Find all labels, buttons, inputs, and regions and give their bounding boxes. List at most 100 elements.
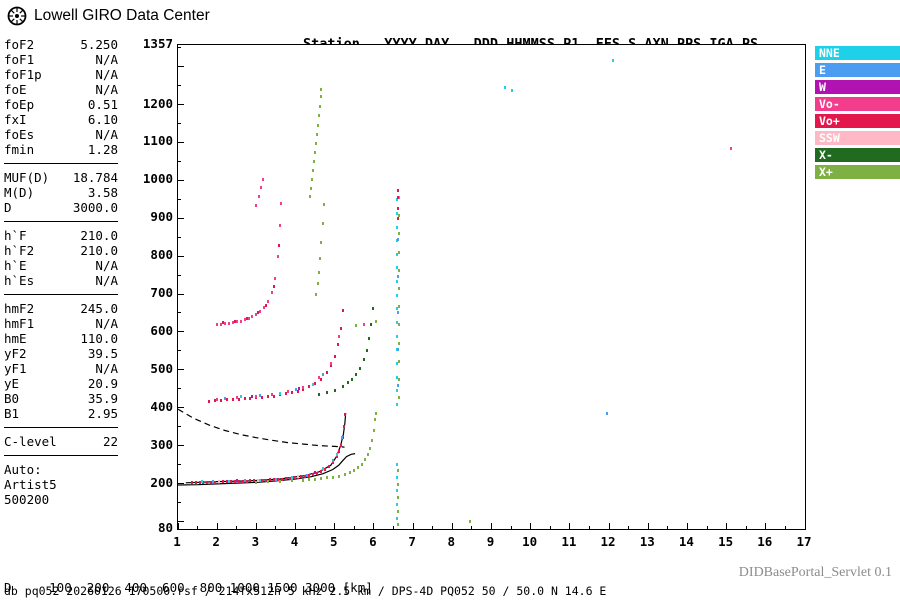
echo-o-trace-3hop <box>280 202 283 206</box>
param-h-f2: h`F2 210.0 <box>4 243 118 258</box>
param-value: 39.5 <box>87 346 118 361</box>
y-tick <box>178 445 184 447</box>
x-tick <box>647 523 649 529</box>
y-tick <box>178 483 184 485</box>
param-label: 500200 <box>4 492 50 507</box>
echo-o-trace-3hop <box>274 277 277 281</box>
param-m-d-: M(D) 3.58 <box>4 185 118 200</box>
echo-o-trace-3hop-red <box>265 303 268 307</box>
x-tick <box>216 523 218 529</box>
echo-o-trace-1hop <box>206 480 209 484</box>
echo-x-trace-1hop <box>302 478 305 482</box>
x-tick <box>353 526 355 529</box>
x-tick <box>275 526 277 529</box>
logo-text: Lowell GIRO Data Center <box>34 7 210 24</box>
y-tick <box>178 464 181 466</box>
echo-x-trace-1hop <box>367 452 370 456</box>
echo-o-trace-2hop-vo-minus <box>216 397 219 401</box>
echo-x-3hop-column <box>321 221 324 225</box>
param-fxi: fxI 6.10 <box>4 112 118 127</box>
x-tick-label: 15 <box>718 534 734 549</box>
x-tick <box>197 526 199 529</box>
echo-o-trace-2hop <box>333 354 336 358</box>
y-tick-label: 800 <box>150 247 173 263</box>
echo-x-trace-1hop <box>308 478 311 482</box>
echo-spread-col-x <box>397 305 400 309</box>
echo-spread-low-nne <box>396 462 399 466</box>
echo-spread-col-red <box>396 188 399 192</box>
param-b1: B1 2.95 <box>4 406 118 421</box>
param-value: N/A <box>95 52 118 67</box>
echo-o-trace-2hop <box>329 364 332 368</box>
param-c-level: C-level 22 <box>4 434 118 449</box>
echo-spread-low-x <box>397 523 400 527</box>
echo-o-trace-1hop-nne <box>200 480 203 484</box>
x-tick-label: 12 <box>600 534 616 549</box>
echo-o-trace-2hop <box>278 393 281 397</box>
echo-o-trace-2hop-w <box>251 394 254 398</box>
echo-o-trace-1hop <box>241 479 244 483</box>
param-label: h`Es <box>4 273 35 288</box>
param-value: 20.9 <box>87 376 118 391</box>
echo-o-trace-1hop-nne <box>259 478 262 482</box>
param-yf1: yF1 N/A <box>4 361 118 376</box>
echo-x-3hop-column <box>318 271 321 275</box>
echo-spread-low-x <box>397 482 400 486</box>
echo-o-trace-1hop <box>222 480 225 484</box>
echo-x-4hop-column <box>309 195 312 199</box>
param-value: N/A <box>95 258 118 273</box>
x-tick-label: 6 <box>369 534 377 549</box>
y-tick <box>178 293 184 295</box>
echo-o-trace-1hop-ssw <box>257 478 260 482</box>
echo-o-trace-2hop <box>273 394 275 398</box>
ionogram-plot[interactable] <box>177 44 806 530</box>
legend-ssw: SSW <box>815 131 900 145</box>
echo-x-4hop-column <box>319 95 322 99</box>
param-label: foEs <box>4 127 35 142</box>
echo-x-trace-1hop <box>320 477 323 481</box>
echo-o-trace-1hop-e <box>306 473 309 477</box>
echo-color-legend: NNE E W Vo- Vo+ SSW X- X+ <box>815 46 900 182</box>
param-b0: B0 35.9 <box>4 391 118 406</box>
echo-o-trace-3hop-red <box>273 285 275 289</box>
echo-spread-col-x <box>397 341 400 345</box>
echo-o-trace-2hop <box>302 387 305 391</box>
x-tick-label: 16 <box>757 534 773 549</box>
x-tick <box>706 526 708 529</box>
echo-o-trace-3hop <box>231 321 234 325</box>
echo-o-trace-3hop <box>216 323 219 327</box>
echo-o-trace-2hop <box>208 399 211 403</box>
echo-spread-low-x <box>397 496 400 500</box>
echo-spread-col-nne <box>396 198 399 202</box>
y-tick <box>178 141 184 143</box>
param-hmf1: hmF1 N/A <box>4 316 118 331</box>
y-tick-label: 600 <box>150 322 173 338</box>
echo-x-trace-2hop <box>368 337 371 341</box>
echo-isolated-x <box>374 320 377 324</box>
param-label: hmF1 <box>4 316 35 331</box>
x-tick <box>236 526 238 529</box>
echo-x-3hop-column <box>316 282 319 286</box>
echo-spread-col-e <box>397 311 400 315</box>
x-tick <box>314 526 316 529</box>
echo-spread-col-x <box>397 377 400 381</box>
panel-divider <box>4 221 118 222</box>
echo-spread-col-nne <box>396 266 399 270</box>
echo-spread-col-x <box>397 250 400 254</box>
echo-spread-col-red <box>396 217 399 221</box>
echo-x-trace-1hop <box>372 429 375 433</box>
param-label: h`E <box>4 258 27 273</box>
echo-o-trace-1hop-nne <box>321 467 324 471</box>
y-tick <box>178 104 184 105</box>
param-muf-d-: MUF(D) 18.784 <box>4 170 118 185</box>
echo-o-trace-1hop <box>245 479 248 483</box>
echo-o-trace-3hop <box>220 322 223 326</box>
echo-o-trace-2hop <box>267 395 270 399</box>
echo-o-trace-1hop <box>280 477 283 481</box>
x-tick <box>784 526 786 529</box>
echo-x-trace-2hop <box>341 384 344 388</box>
echo-x-4hop-column <box>310 186 313 190</box>
muf-transmission-curve <box>178 408 345 448</box>
echo-o-trace-2hop <box>320 377 323 381</box>
echo-o-trace-1hop <box>292 476 295 480</box>
